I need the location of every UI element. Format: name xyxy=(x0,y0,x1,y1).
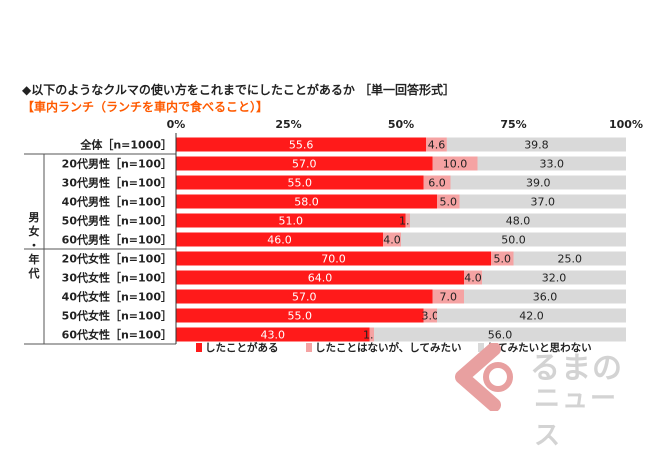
question-title: ◆以下のようなクルマの使い方をこれまでにしたことがあるか ［単一回答形式］ xyxy=(22,83,456,97)
data-label: 48.0 xyxy=(506,215,531,228)
data-label: 64.0 xyxy=(308,272,333,285)
chart-subtitle: 【車内ランチ（ランチを車内で食べること）】 xyxy=(22,100,269,114)
bar-segment xyxy=(459,194,626,209)
data-label: 4.6 xyxy=(428,139,446,152)
legend-label: したことがある xyxy=(205,341,279,354)
data-label: 36.0 xyxy=(533,291,558,304)
bar-segment xyxy=(437,194,460,209)
legend-label: してみたいと思わない xyxy=(487,342,592,354)
logo-mark-icon xyxy=(455,343,513,411)
data-label: 39.0 xyxy=(526,177,551,190)
x-tick-label: 100% xyxy=(609,118,643,131)
bar-segment xyxy=(432,156,478,171)
data-label: 42.0 xyxy=(519,310,544,323)
data-label: 5.0 xyxy=(494,253,512,266)
data-label: 25.0 xyxy=(558,253,583,266)
data-label: 51.0 xyxy=(279,215,304,228)
bar-segment xyxy=(176,137,427,152)
bar-segment xyxy=(405,213,410,228)
bar-segment xyxy=(446,137,626,152)
category-label: 60代女性［n=100］ xyxy=(62,328,172,342)
logo-text-bottom: ニュース xyxy=(534,384,619,451)
data-label: 55.0 xyxy=(288,177,313,190)
category-label: 40代男性［n=100］ xyxy=(62,195,172,209)
kuruma-news-logo: るまの ニュース xyxy=(450,343,640,451)
legend-swatch xyxy=(306,343,312,352)
data-label: 4.0 xyxy=(383,234,401,247)
bar-segment xyxy=(401,232,626,247)
bar-segment xyxy=(383,232,401,247)
category-label: 50代女性［n=100］ xyxy=(62,309,172,323)
bar-segment xyxy=(426,137,447,152)
category-label: 50代男性［n=100］ xyxy=(62,214,172,228)
bar-segment xyxy=(176,175,424,190)
data-label: 55.6 xyxy=(289,139,314,152)
data-label: 55.0 xyxy=(288,310,313,323)
legend-label: したことはないが、してみたい xyxy=(315,341,461,354)
bar-segment xyxy=(176,213,406,228)
data-label: 57.0 xyxy=(292,158,317,171)
data-label: 46.0 xyxy=(267,234,292,247)
x-tick-label: 25% xyxy=(275,118,301,131)
x-tick-label: 0% xyxy=(167,118,186,131)
bar-segment xyxy=(176,232,383,247)
bar-segment xyxy=(464,270,482,285)
bar-segment xyxy=(423,308,437,323)
bar-segment xyxy=(432,289,464,304)
category-label: 60代男性［n=100］ xyxy=(62,233,172,247)
data-label: 70.0 xyxy=(321,253,346,266)
bar-segment xyxy=(369,327,374,342)
category-label: 20代男性［n=100］ xyxy=(62,157,172,171)
bar-segment xyxy=(176,327,370,342)
x-tick-label: 75% xyxy=(500,118,526,131)
data-label: 6.0 xyxy=(428,177,446,190)
bar-segment xyxy=(491,251,514,266)
data-label: 5.0 xyxy=(440,196,458,209)
bar-segment xyxy=(176,156,433,171)
legend-swatch xyxy=(196,343,202,352)
bar-segment xyxy=(176,308,424,323)
bar-segment xyxy=(176,289,433,304)
bar-segment xyxy=(176,270,464,285)
x-tick-label: 50% xyxy=(388,118,414,131)
bar-segment xyxy=(176,251,491,266)
data-label: 57.0 xyxy=(292,291,317,304)
bar-segment xyxy=(450,175,626,190)
data-label: 3.0 xyxy=(422,310,440,323)
data-label: 56.0 xyxy=(488,329,513,342)
data-label: 39.8 xyxy=(524,139,549,152)
category-label: 30代女性［n=100］ xyxy=(62,271,172,285)
bar-segment xyxy=(482,270,626,285)
bar-segment xyxy=(374,327,626,342)
data-label: 10.0 xyxy=(443,158,468,171)
bar-segment xyxy=(513,251,626,266)
legend-swatch xyxy=(478,343,484,352)
bar-segment xyxy=(464,289,626,304)
logo-text-top: るまの xyxy=(530,351,623,386)
chart-figure: ◆以下のようなクルマの使い方をこれまでにしたことがあるか ［単一回答形式］ 【車… xyxy=(22,83,643,451)
data-label: 37.0 xyxy=(531,196,556,209)
data-label: 32.0 xyxy=(542,272,567,285)
stacked-bar-chart: 0% 25% 50% 75% 100% 男女・年代 全体［n=1000］ 55.6 4.6 39.… xyxy=(24,118,643,354)
category-label: 30代男性［n=100］ xyxy=(62,176,172,190)
group-label: 男女・年代 xyxy=(28,211,40,280)
data-label: 7.0 xyxy=(440,291,458,304)
data-label: 43.0 xyxy=(261,329,286,342)
bar-segment xyxy=(423,175,451,190)
data-label: 4.0 xyxy=(464,272,482,285)
bar-segment xyxy=(437,308,626,323)
bar-segment xyxy=(176,194,437,209)
category-label: 20代女性［n=100］ xyxy=(62,252,172,266)
data-label: 50.0 xyxy=(501,234,526,247)
category-label: 40代女性［n=100］ xyxy=(62,290,172,304)
bar-segment xyxy=(477,156,626,171)
data-label: 58.0 xyxy=(294,196,319,209)
bar-segment xyxy=(410,213,626,228)
data-label: 33.0 xyxy=(540,158,565,171)
category-label: 全体［n=1000］ xyxy=(79,138,172,152)
